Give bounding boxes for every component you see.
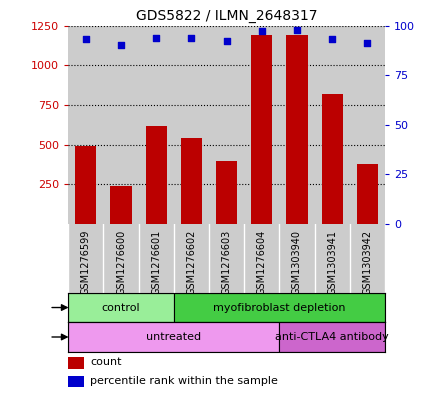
Bar bbox=[322, 94, 343, 224]
Text: GSM1276604: GSM1276604 bbox=[257, 230, 267, 295]
Point bbox=[117, 42, 125, 48]
Point bbox=[82, 36, 89, 42]
Title: GDS5822 / ILMN_2648317: GDS5822 / ILMN_2648317 bbox=[136, 9, 317, 23]
Text: GSM1276599: GSM1276599 bbox=[81, 230, 91, 295]
Point bbox=[188, 35, 195, 42]
Text: myofibroblast depletion: myofibroblast depletion bbox=[213, 303, 346, 312]
Text: untreated: untreated bbox=[146, 332, 202, 342]
Point bbox=[223, 38, 230, 44]
Bar bbox=[68, 322, 279, 352]
Bar bbox=[216, 160, 237, 224]
Bar bbox=[68, 357, 84, 369]
Bar bbox=[357, 163, 378, 224]
Text: control: control bbox=[102, 303, 140, 312]
Text: GSM1276600: GSM1276600 bbox=[116, 230, 126, 295]
Point bbox=[258, 28, 265, 35]
Point bbox=[329, 36, 336, 42]
Text: GSM1303941: GSM1303941 bbox=[327, 230, 337, 294]
Text: percentile rank within the sample: percentile rank within the sample bbox=[90, 376, 278, 386]
Text: GSM1303942: GSM1303942 bbox=[363, 230, 372, 295]
Text: count: count bbox=[90, 357, 122, 367]
Bar bbox=[286, 35, 308, 224]
Bar bbox=[68, 293, 174, 322]
Text: GSM1276602: GSM1276602 bbox=[187, 230, 196, 295]
Point bbox=[293, 26, 301, 33]
Bar bbox=[251, 35, 272, 224]
Point bbox=[153, 35, 160, 42]
Bar bbox=[279, 322, 385, 352]
Text: anti-CTLA4 antibody: anti-CTLA4 antibody bbox=[275, 332, 389, 342]
Bar bbox=[110, 185, 132, 224]
Bar bbox=[146, 126, 167, 224]
Text: GSM1303940: GSM1303940 bbox=[292, 230, 302, 294]
Text: GSM1276603: GSM1276603 bbox=[222, 230, 231, 295]
Bar bbox=[68, 376, 84, 387]
Bar bbox=[174, 293, 385, 322]
Point bbox=[364, 40, 371, 46]
Bar bbox=[75, 146, 96, 224]
Text: GSM1276601: GSM1276601 bbox=[151, 230, 161, 295]
Bar bbox=[181, 138, 202, 224]
